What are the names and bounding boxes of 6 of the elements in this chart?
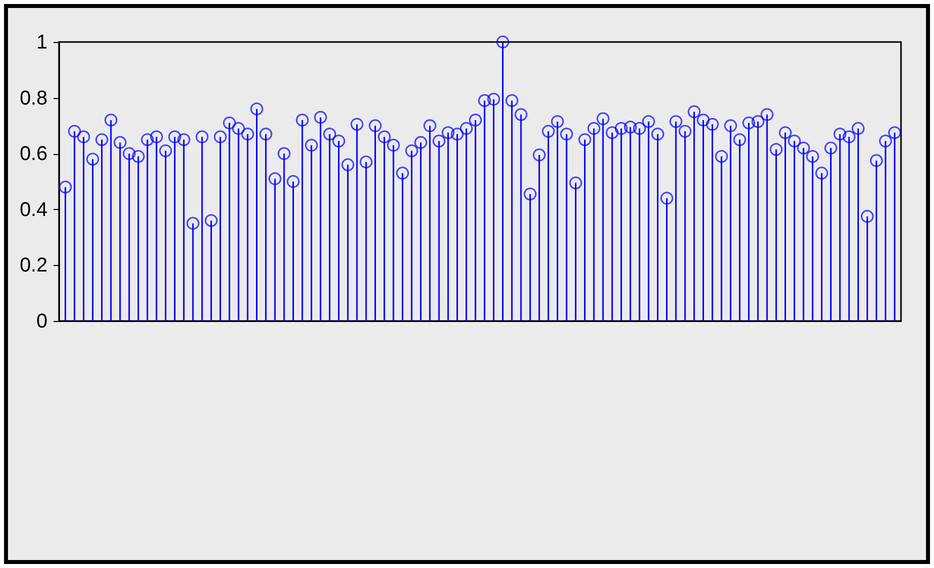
y-tick-label: 0: [36, 310, 48, 332]
y-tick-label: 0.4: [20, 198, 48, 221]
y-tick-label: 0.6: [20, 143, 48, 166]
y-tick-label: 0.8: [20, 87, 48, 110]
y-tick-label: 1: [36, 32, 48, 54]
y-tick-label: 0.2: [20, 254, 48, 277]
